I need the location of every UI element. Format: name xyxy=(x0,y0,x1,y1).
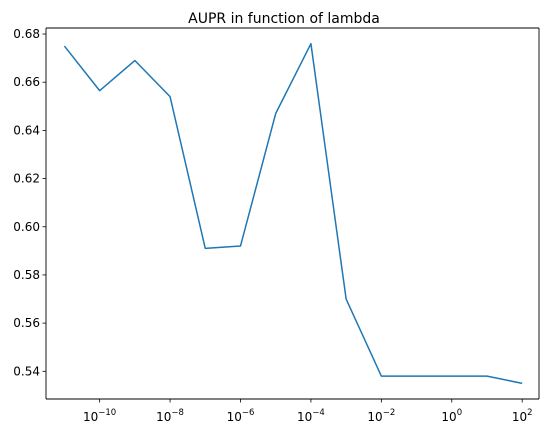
svg-text:10−10: 10−10 xyxy=(83,408,116,424)
x-tick-label: 10−4 xyxy=(297,408,325,424)
data-point xyxy=(486,375,488,377)
y-tick-label: 0.54 xyxy=(13,364,40,378)
x-tick-base: 10 xyxy=(441,410,456,424)
x-tick-label: 10−6 xyxy=(227,408,255,424)
x-tick-base: 10 xyxy=(297,410,312,424)
x-tick-base: 10 xyxy=(367,410,382,424)
x-tick-exponent: 2 xyxy=(527,408,532,418)
series-line xyxy=(63,42,523,385)
data-point xyxy=(239,245,241,247)
data-point xyxy=(275,113,277,115)
data-point xyxy=(134,60,136,62)
data-point xyxy=(99,90,101,92)
y-tick-label: 0.66 xyxy=(13,75,40,89)
x-tick-label: 100 xyxy=(441,408,462,424)
x-tick-base: 10 xyxy=(227,410,242,424)
series-layer xyxy=(63,42,523,385)
svg-text:102: 102 xyxy=(512,408,533,424)
data-point xyxy=(521,382,523,384)
x-tick-exponent: −2 xyxy=(383,408,396,418)
svg-text:10−6: 10−6 xyxy=(227,408,255,424)
y-tick-label: 0.62 xyxy=(13,172,40,186)
y-tick-label: 0.68 xyxy=(13,27,40,41)
svg-text:10−4: 10−4 xyxy=(297,408,325,424)
x-tick-exponent: −8 xyxy=(171,408,184,418)
svg-text:10−8: 10−8 xyxy=(156,408,184,424)
x-tick-exponent: −4 xyxy=(312,408,325,418)
x-tick-label: 10−8 xyxy=(156,408,184,424)
data-point xyxy=(416,375,418,377)
data-point xyxy=(63,45,65,47)
y-tick-label: 0.58 xyxy=(13,268,40,282)
x-tick-label: 10−2 xyxy=(367,408,395,424)
x-tick-label: 102 xyxy=(512,408,533,424)
data-point xyxy=(380,375,382,377)
svg-text:10−2: 10−2 xyxy=(367,408,395,424)
svg-text:100: 100 xyxy=(441,408,462,424)
data-point xyxy=(451,375,453,377)
data-point xyxy=(310,43,312,45)
data-point xyxy=(169,96,171,98)
y-tick-label: 0.64 xyxy=(13,123,40,137)
x-tick-exponent: 0 xyxy=(457,408,462,418)
plot-area xyxy=(46,28,539,399)
y-tick-label: 0.60 xyxy=(13,220,40,234)
y-axis: 0.54 0.56 0.58 0.60 0.62 0.64 0.66 0.68 xyxy=(13,27,46,378)
y-tick-label: 0.56 xyxy=(13,316,40,330)
data-point xyxy=(345,298,347,300)
x-tick-base: 10 xyxy=(512,410,527,424)
chart-title: AUPR in function of lambda xyxy=(188,11,380,27)
data-point xyxy=(204,247,206,249)
x-axis: 10−10 10−8 10−6 10−4 10−2 100 102 xyxy=(83,399,533,424)
x-tick-base: 10 xyxy=(83,410,98,424)
x-tick-base: 10 xyxy=(156,410,171,424)
x-tick-exponent: −6 xyxy=(242,408,255,418)
x-tick-exponent: −10 xyxy=(98,408,116,418)
axes-frame xyxy=(45,27,540,400)
x-tick-label: 10−10 xyxy=(83,408,116,424)
